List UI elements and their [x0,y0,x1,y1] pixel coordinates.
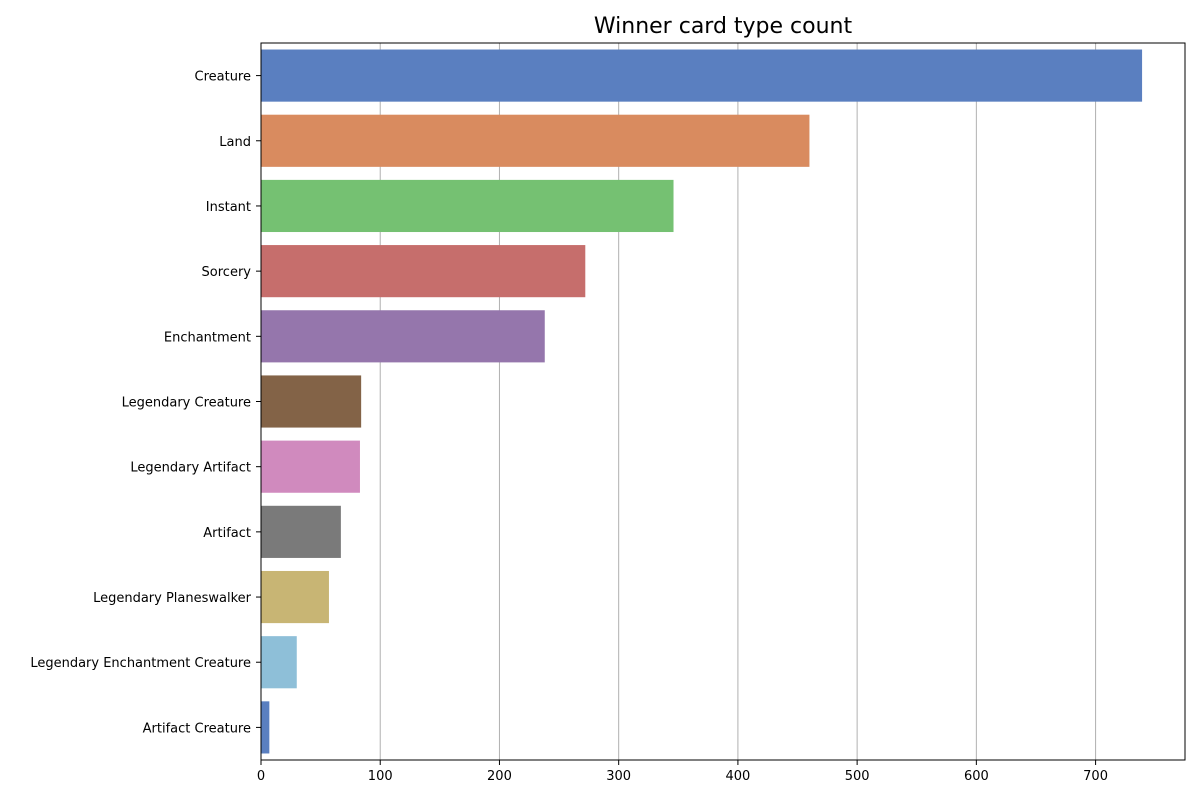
x-tick-label: 500 [845,769,870,784]
bar [261,114,810,167]
x-tick-label: 100 [368,769,393,784]
bar [261,245,586,298]
y-tick-label: Artifact [203,526,251,541]
x-tick-label: 300 [606,769,631,784]
y-tick-label: Artifact Creature [143,721,251,736]
x-tick-label: 0 [257,769,265,784]
bar [261,49,1143,102]
x-tick-label: 200 [487,769,512,784]
y-tick-label: Legendary Artifact [130,461,251,476]
bar [261,570,329,624]
bars [261,49,1143,754]
bar [261,505,341,558]
axes: 0 100 200 300 400 500 600 700 Creature Land Instan… [30,42,1186,784]
y-tick-label: Instant [206,200,251,215]
y-tick-label: Creature [195,70,252,85]
y-tick-label: Legendary Planeswalker [93,591,252,606]
bar [261,375,362,428]
plot-frame [260,42,1186,761]
bar [261,440,360,493]
x-tick-label: 400 [725,769,750,784]
x-tick-label: 700 [1083,769,1108,784]
y-tick-label: Legendary Enchantment Creature [30,656,251,671]
y-tick-label: Sorcery [202,265,252,280]
bar [261,701,270,754]
y-tick-label: Legendary Creature [122,396,251,411]
bar [261,310,545,363]
y-tick-label: Land [219,135,251,150]
chart-title: Winner card type count [594,14,853,39]
bar [261,636,297,689]
bar [261,179,674,233]
y-tick-label: Enchantment [164,330,251,345]
x-tick-label: 600 [964,769,989,784]
